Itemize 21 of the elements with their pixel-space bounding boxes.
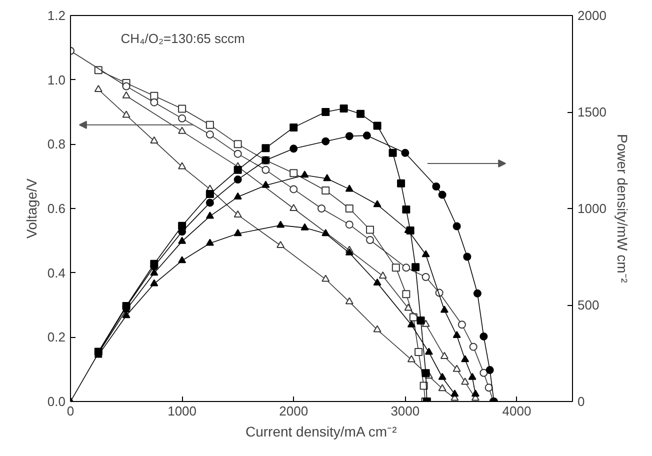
annotation: CH₄/O₂=130:65 sccm <box>120 30 245 46</box>
x-tick-label: 4000 <box>502 404 532 418</box>
y2-tick-label: 1500 <box>578 104 606 120</box>
y-tick-label: 0.4 <box>47 265 66 280</box>
y2-axis-title: Power density/mW cm⁻² <box>614 134 630 284</box>
y-tick-label: 0.6 <box>47 201 66 216</box>
x-tick-label: 3000 <box>390 404 420 418</box>
x-axis-title: Current density/mA cm⁻² <box>245 424 398 440</box>
y2-tick-label: 500 <box>578 298 600 312</box>
y2-tick-label: 0 <box>578 394 585 409</box>
y-tick-label: 0.2 <box>47 330 66 345</box>
y-tick-label: 1.0 <box>47 72 66 88</box>
x-tick-label: 1000 <box>168 404 197 418</box>
y2-tick-label: 1000 <box>578 201 606 216</box>
y-tick-label: 1.2 <box>47 8 66 23</box>
y-axis-title: Voltage/V <box>23 178 40 238</box>
x-tick-label: 2000 <box>279 404 308 418</box>
x-tick-label: 0 <box>66 404 74 418</box>
y2-tick-label: 2000 <box>578 8 606 23</box>
y-tick-label: 0.0 <box>47 394 66 409</box>
y-tick-label: 0.8 <box>47 136 66 152</box>
